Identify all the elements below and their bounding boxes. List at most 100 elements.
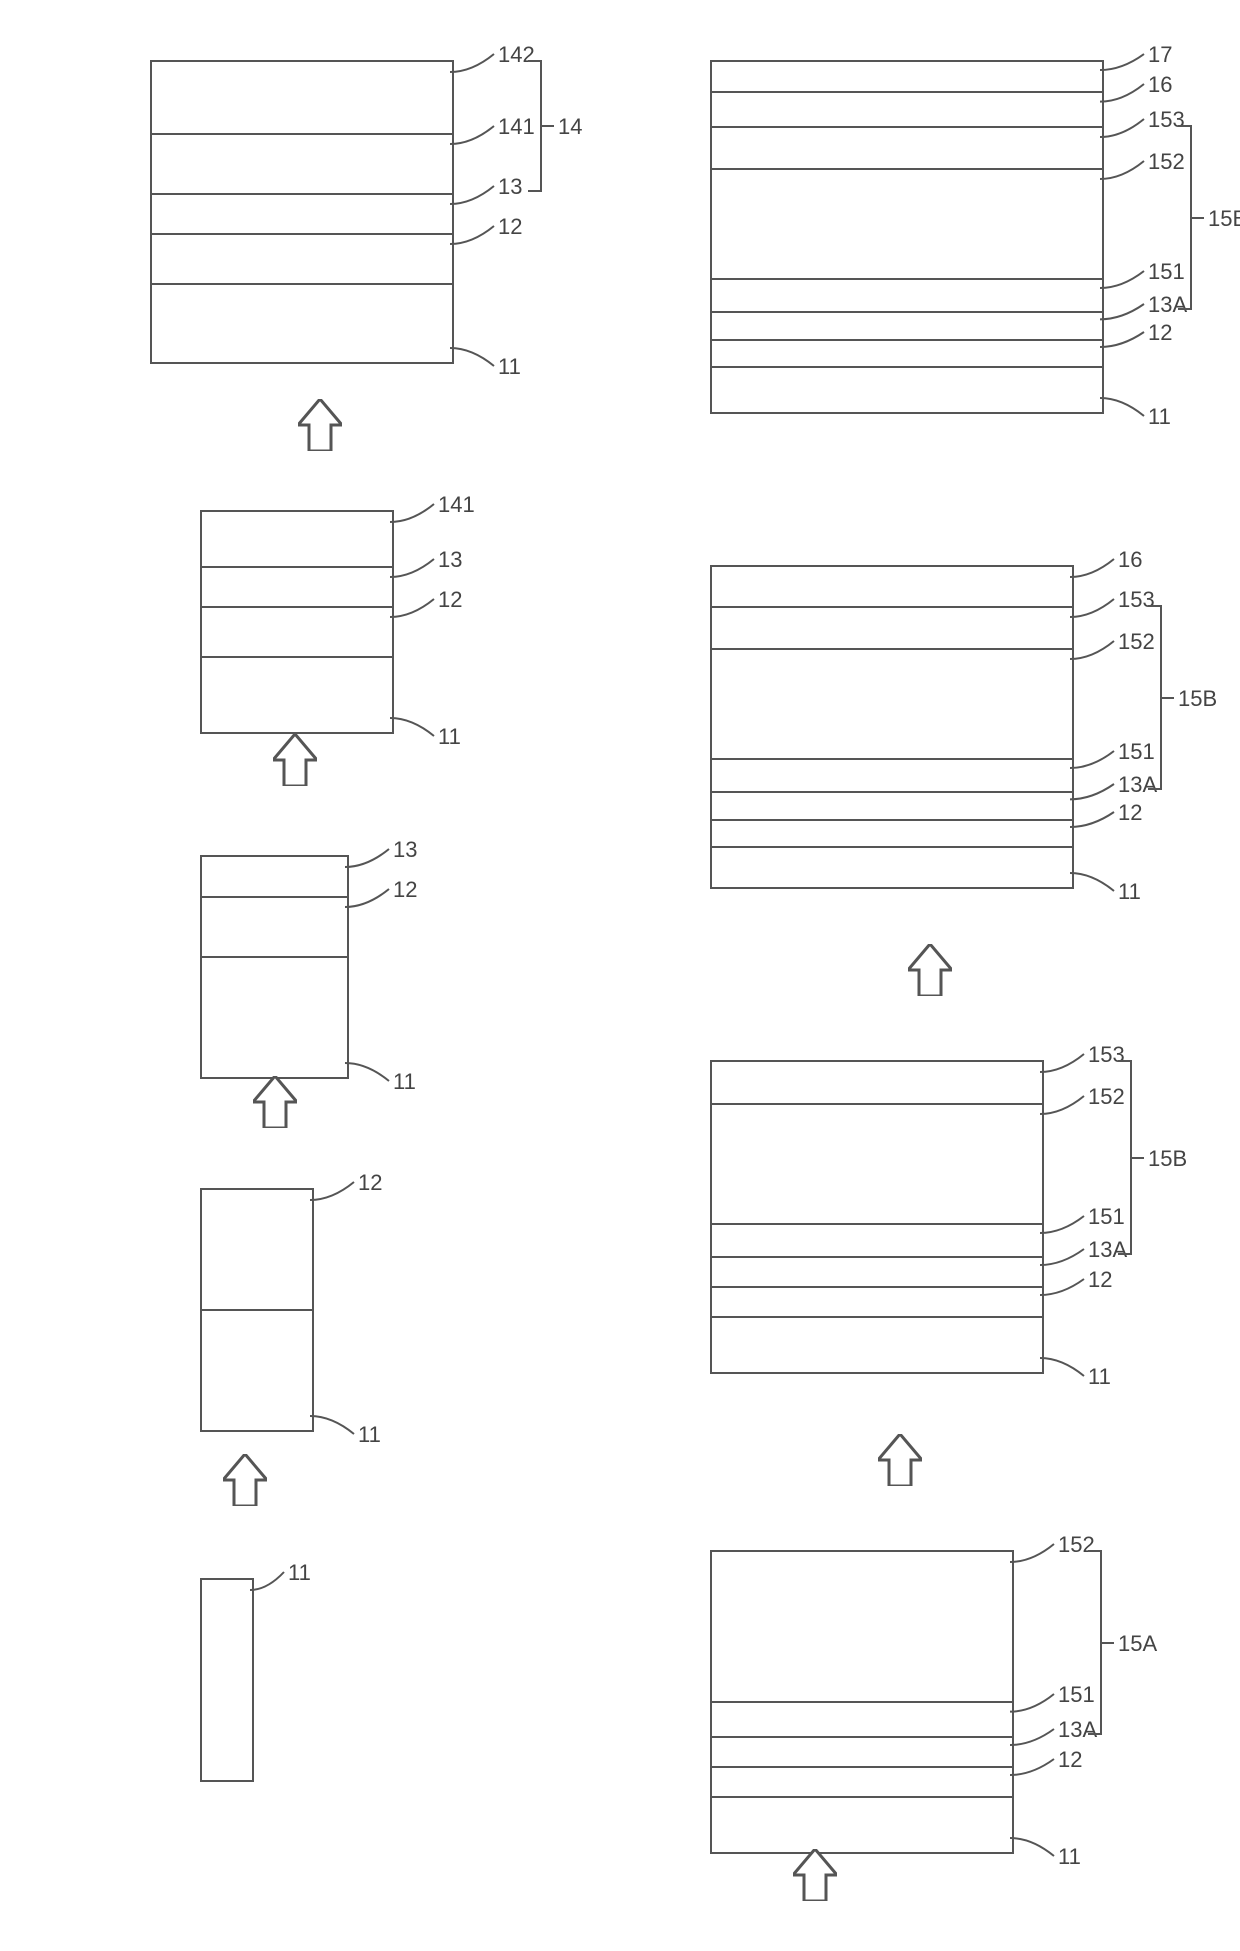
label-12: 12 [1118, 800, 1142, 826]
leader-line [1098, 82, 1146, 104]
label-152: 152 [1118, 629, 1155, 655]
leader-line [1098, 159, 1146, 181]
layer-divider [202, 956, 347, 958]
layer-divider [712, 606, 1072, 608]
label-11: 11 [1058, 1844, 1081, 1870]
label-153: 153 [1088, 1042, 1125, 1068]
leader-line [1008, 1757, 1056, 1777]
block-s6 [710, 1550, 1014, 1854]
layer-divider [152, 283, 452, 285]
leader-line [1038, 1214, 1086, 1235]
leader-line [388, 597, 436, 619]
label-11: 11 [438, 724, 461, 750]
layer-divider [152, 193, 452, 195]
leader-line [448, 346, 496, 368]
label-141: 141 [438, 492, 475, 518]
label-11: 11 [1118, 879, 1141, 905]
label-12: 12 [1148, 320, 1172, 346]
layer-divider [712, 1103, 1042, 1105]
leader-line [1098, 396, 1146, 418]
leader-line [1068, 871, 1116, 893]
label-13A: 13A [1148, 292, 1187, 318]
leader-line [1068, 810, 1116, 829]
label-13: 13 [393, 837, 417, 863]
leader-line [1038, 1356, 1086, 1378]
label-151: 151 [1058, 1682, 1095, 1708]
leader-line [1098, 330, 1146, 349]
label-142: 142 [498, 42, 535, 68]
label-141: 141 [498, 114, 535, 140]
layer-divider [712, 846, 1072, 848]
label-12: 12 [438, 587, 462, 613]
bracket-label-15B: 15B [1208, 206, 1240, 232]
layer-divider [202, 606, 392, 608]
arrow-a7 [908, 944, 952, 996]
leader-line [448, 184, 496, 206]
layer-divider [712, 1223, 1042, 1225]
label-13A: 13A [1118, 772, 1157, 798]
label-13: 13 [438, 547, 462, 573]
label-12: 12 [393, 877, 417, 903]
bracket-cap [1088, 1733, 1100, 1735]
leader-line [343, 847, 391, 869]
layer-divider [712, 1316, 1042, 1318]
leader-line [248, 1570, 286, 1592]
layer-divider [712, 311, 1102, 313]
layer-divider [712, 168, 1102, 170]
label-152: 152 [1148, 149, 1185, 175]
leader-line [1068, 782, 1116, 801]
leader-line [1038, 1052, 1086, 1074]
leader-line [343, 887, 391, 909]
bracket-mid [540, 125, 554, 127]
label-13: 13 [498, 174, 522, 200]
leader-line [388, 502, 436, 524]
label-151: 151 [1148, 259, 1185, 285]
leader-line [308, 1180, 356, 1202]
label-151: 151 [1118, 739, 1155, 765]
bracket-cap [1178, 125, 1190, 127]
label-11: 11 [498, 354, 521, 380]
layer-divider [712, 278, 1102, 280]
layer-divider [712, 1286, 1042, 1288]
label-11: 11 [358, 1422, 381, 1448]
layer-divider [712, 91, 1102, 93]
leader-line [1098, 117, 1146, 139]
arrow-a5 [793, 1849, 837, 1901]
leader-line [448, 124, 496, 146]
block-s9 [710, 60, 1104, 414]
bracket-cap [528, 60, 540, 62]
bracket-mid [1100, 1642, 1114, 1644]
label-13A: 13A [1088, 1237, 1127, 1263]
label-11: 11 [393, 1069, 416, 1095]
leader-line [308, 1414, 356, 1436]
layer-divider [202, 566, 392, 568]
label-12: 12 [1088, 1267, 1112, 1293]
label-12: 12 [1058, 1747, 1082, 1773]
bracket-label-14: 14 [558, 114, 582, 140]
label-12: 12 [358, 1170, 382, 1196]
block-s8 [710, 565, 1074, 889]
layer-divider [712, 1701, 1012, 1703]
leader-line [448, 52, 496, 74]
bracket-cap [528, 190, 540, 192]
leader-line [1008, 1542, 1056, 1564]
label-13A: 13A [1058, 1717, 1097, 1743]
layer-divider [202, 1309, 312, 1311]
arrow-a1 [223, 1454, 267, 1506]
label-153: 153 [1118, 587, 1155, 613]
block-s1 [200, 1578, 254, 1782]
leader-line [1098, 52, 1146, 72]
layer-divider [152, 233, 452, 235]
bracket-mid [1130, 1157, 1144, 1159]
block-s5 [150, 60, 454, 364]
leader-line [1068, 749, 1116, 770]
bracket-mid [1190, 217, 1204, 219]
leader-line [1098, 302, 1146, 321]
label-11: 11 [288, 1560, 311, 1586]
block-s3 [200, 855, 349, 1079]
arrow-a3 [273, 734, 317, 786]
label-17: 17 [1148, 42, 1172, 68]
layer-divider [712, 819, 1072, 821]
bracket-label-15B: 15B [1148, 1146, 1187, 1172]
layer-divider [712, 366, 1102, 368]
